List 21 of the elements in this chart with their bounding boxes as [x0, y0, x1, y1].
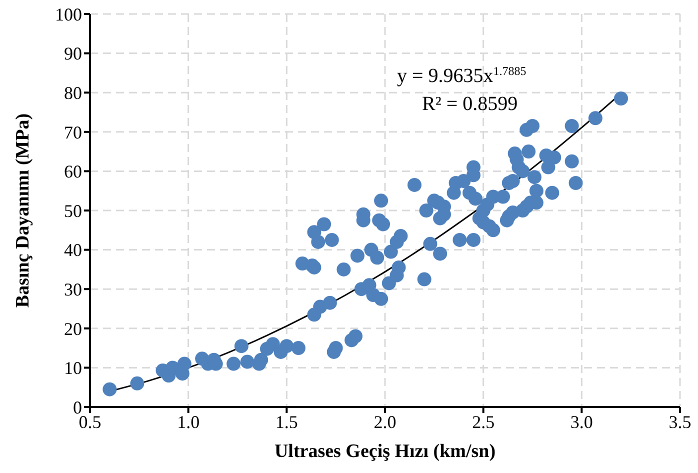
y-tick-label: 20 — [64, 318, 82, 339]
x-tick-label: 1.5 — [275, 412, 298, 432]
x-axis-title: Ultrases Geçiş Hızı (km/sn) — [274, 441, 496, 462]
y-tick-label: 30 — [64, 279, 82, 300]
x-tick-label: 2.0 — [374, 412, 396, 432]
x-tick-label: 2.5 — [472, 412, 495, 432]
y-tick-label: 100 — [55, 4, 82, 24]
annotation: y = 9.9635x$^{1.7885}$ — [397, 64, 526, 87]
y-tick-label: 90 — [64, 44, 82, 64]
y-tick-label: 60 — [64, 162, 82, 182]
y-tick-label: 80 — [64, 82, 82, 103]
y-tick-label: 70 — [64, 122, 82, 142]
x-tick-label: 3.5 — [668, 412, 692, 432]
y-axis-title: Basınç Dayanımı (MPa) — [12, 113, 34, 308]
y-tick-label: 40 — [64, 240, 82, 260]
y-tick-label: 10 — [64, 358, 82, 378]
x-tick-label: 3.0 — [570, 412, 593, 432]
x-tick-label: 1.0 — [177, 412, 200, 432]
y-tick-label: 0 — [73, 397, 82, 418]
annotation: R² = 0.8599 — [422, 93, 518, 115]
y-tick-label: 50 — [64, 200, 82, 221]
